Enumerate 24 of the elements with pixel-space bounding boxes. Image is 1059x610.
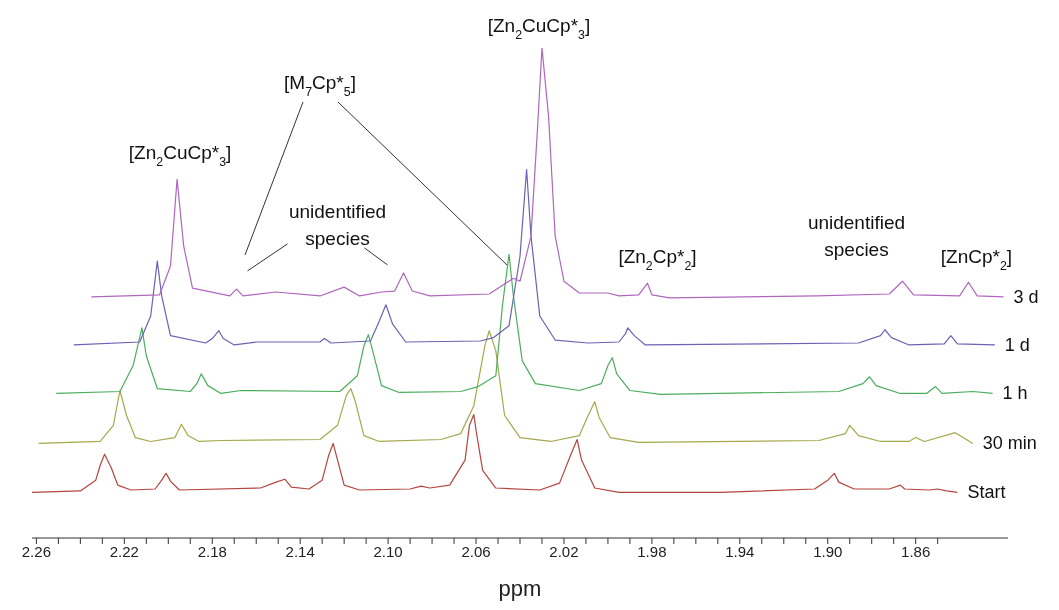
annotation: [Zn$_{2}$CuCp*$_{3}$] <box>487 15 591 42</box>
x-tick-label: 2.22 <box>109 542 139 560</box>
series-label: 30 min <box>982 433 1037 454</box>
annotation: unidentified species <box>807 212 906 261</box>
x-tick-label: 1.98 <box>637 542 667 560</box>
annotation: [ZnCp*$_{2}$] <box>940 246 1013 274</box>
x-tick-label: 1.86 <box>901 542 931 560</box>
series-label: Start <box>967 482 1006 503</box>
series-label: 1 h <box>1002 383 1028 404</box>
series-label: 1 d <box>1004 334 1030 355</box>
x-tick-label: 2.26 <box>21 542 51 560</box>
x-tick-label: 2.14 <box>285 542 315 560</box>
x-axis-title: ppm <box>498 576 542 601</box>
x-tick-label: 1.90 <box>813 542 843 560</box>
annotation: [Zn$_{2}$CuCp*$_{3}$] <box>128 142 232 170</box>
annotation: [Zn$_{2}$Cp*$_{2}$] <box>618 246 697 274</box>
annotation: [M$_{7}$Cp*$_{5}$] <box>284 72 356 99</box>
x-tick-label: 2.10 <box>373 542 403 560</box>
x-tick-label: 2.18 <box>197 542 227 560</box>
annotation: unidentified species <box>288 200 387 249</box>
x-tick-label: 2.06 <box>461 542 491 560</box>
x-tick-label: 1.94 <box>725 542 755 560</box>
series-label: 3 d <box>1013 286 1039 307</box>
x-tick-label: 2.02 <box>549 542 579 560</box>
